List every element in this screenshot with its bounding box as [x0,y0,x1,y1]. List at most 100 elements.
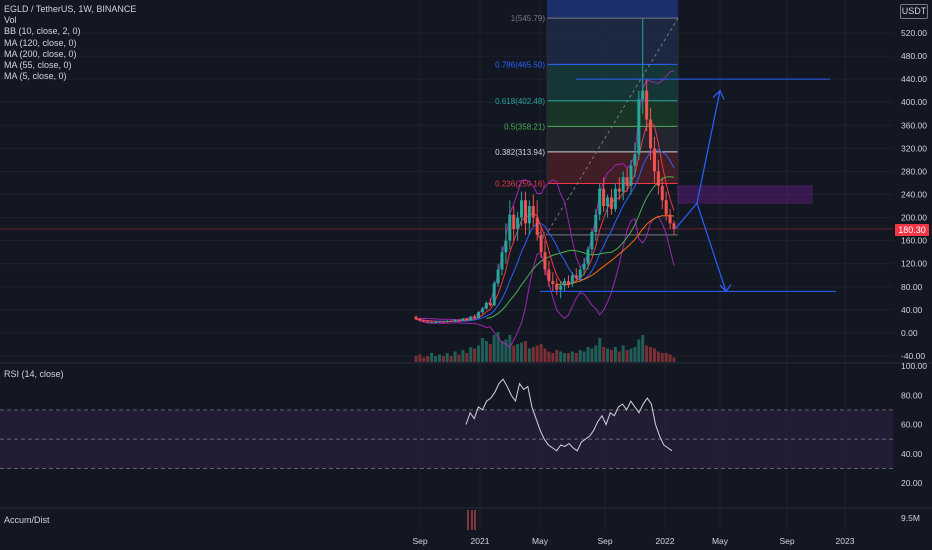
volume-bar [590,348,594,362]
fib-level-label: 0.382(313.94) [495,148,545,157]
price-axis[interactable]: 520.00 480.00 440.00 400.00 360.00 320.00 280.… [901,28,927,523]
candle-body [504,240,508,253]
candle-body [656,171,660,186]
candle-body [539,234,543,253]
price-tick-label: -40.00 [901,351,925,361]
indicator-vol[interactable]: Vol [4,15,17,26]
volume-bar [598,338,602,362]
rsi-tick-label: 100.00 [901,361,927,371]
volume-bar [645,345,649,362]
candle-body [641,90,645,100]
candle-body [422,320,426,322]
accum-tick-label: 9.5M [901,513,920,523]
symbol-title[interactable]: EGLD / TetherUS, 1W, BINANCE [4,4,137,14]
volume-bar [445,353,449,362]
volume-bar [563,353,567,362]
indicator-ma200[interactable]: MA (200, close, 0) [4,48,77,59]
volume-bar [672,357,676,362]
volume-bar [422,357,426,362]
volume-bar [434,356,438,362]
fib-zone [547,100,678,127]
candle-body [609,197,613,209]
volume-bar [461,350,465,362]
volume-bar [465,353,469,362]
grid-lines [0,0,932,530]
candle-body [660,185,664,201]
volume-bar [437,354,441,362]
volume-bar [656,351,660,362]
volume-bar [609,350,613,362]
indicator-ma55[interactable]: MA (55, close, 0) [4,60,72,71]
volume-bar [414,356,418,362]
volume-bar [621,345,625,362]
candle-body [586,249,590,264]
volume-bar [430,353,434,362]
indicator-ma120[interactable]: MA (120, close, 0) [4,37,77,48]
volume-bar [574,353,578,362]
volume-bar [453,351,457,362]
candle-body [621,177,625,192]
price-tick-label: 240.00 [901,190,927,200]
volume-bar [613,347,617,362]
price-tick-label: 120.00 [901,259,927,269]
rsi-tick-label: 40.00 [901,449,923,459]
fib-level-label: 0.786(465.50) [495,60,545,69]
user-drawings[interactable] [0,78,893,293]
indicator-bb[interactable]: BB (10, close, 2, 0) [4,26,81,37]
rsi-label[interactable]: RSI (14, close) [4,369,64,379]
candle-body [496,269,500,284]
volume-bar [629,348,633,362]
candle-body [555,283,559,290]
volume-bar [520,342,524,362]
volume-bar [633,347,637,362]
candle-body [594,214,598,232]
candle-body [418,319,422,321]
candle-body [426,321,430,323]
volume-bar [504,339,508,362]
candle-body [523,200,527,224]
candle-body [473,316,477,318]
volume-bar [543,348,547,362]
volume-bar [488,344,492,362]
candle-body [453,319,457,322]
volume-bar [578,350,582,362]
candle-body [637,99,641,155]
volume-bar [586,347,590,362]
accum-dist-label[interactable]: Accum/Dist [4,515,50,525]
volume-bar [570,351,574,362]
arrowhead-down [719,284,732,293]
candle-body [488,302,492,306]
candle-body [492,283,496,306]
candle-body [645,90,649,120]
time-tick-label: Sep [412,536,427,546]
time-tick-label: 2022 [656,536,675,546]
volume-bar [652,348,656,362]
volume-bar [551,353,555,362]
volume-bar [582,351,586,362]
currency-unit-button[interactable]: USDT [900,4,928,19]
volume-bar [473,348,477,362]
candle-body [649,119,653,149]
time-axis[interactable]: Sep 2021 May Sep 2022 May Sep 2023 [412,536,854,546]
price-tick-label: 0.00 [901,328,918,338]
fib-zone [547,18,678,65]
price-tick-label: 160.00 [901,236,927,246]
volume-bar [547,351,551,362]
candle-body [613,188,617,209]
candle-body [480,308,484,313]
volume-bar [649,347,653,362]
volume-bar [492,335,496,362]
candle-body [512,214,516,230]
candle-body [484,302,488,309]
volume-bar [617,351,621,362]
time-tick-label: 2023 [836,536,855,546]
indicator-ma5[interactable]: MA (5, close, 0) [4,71,67,82]
candle-body [516,217,520,230]
candle-body [500,252,504,270]
candle-body [531,206,535,218]
price-tick-label: 400.00 [901,97,927,107]
volume-bar [555,350,559,362]
price-tick-label: 80.00 [901,282,923,292]
candle-body [465,318,469,321]
